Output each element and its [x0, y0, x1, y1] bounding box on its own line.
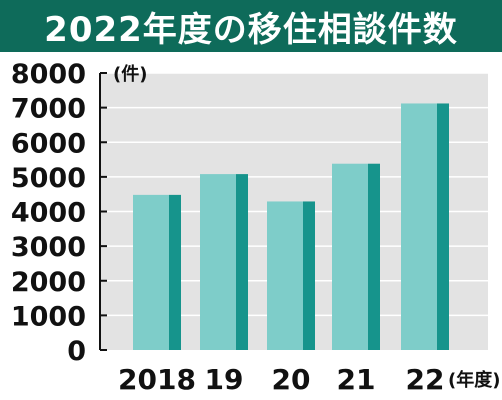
y-tick-label: 1000	[11, 301, 86, 332]
bar-side	[169, 194, 181, 350]
bar-side	[303, 201, 315, 350]
x-axis-unit-label: (年度)	[448, 369, 500, 391]
bar	[133, 194, 169, 350]
bar	[332, 163, 368, 350]
y-tick-label: 0	[67, 336, 86, 367]
y-tick-label: 7000	[11, 94, 86, 125]
x-tick-label: 21	[337, 363, 376, 396]
x-tick-label: 20	[272, 363, 311, 396]
y-axis-unit-label: (件)	[113, 63, 147, 85]
chart-title: 2022年度の移住相談件数	[44, 9, 458, 50]
title-bar: 2022年度の移住相談件数	[0, 0, 502, 52]
bar-side	[368, 163, 380, 350]
bar	[401, 103, 437, 350]
y-tick-label: 3000	[11, 232, 86, 263]
x-tick-label: 2018	[118, 363, 196, 396]
bar	[267, 201, 303, 350]
bar-side	[236, 174, 248, 350]
x-tick-label: 19	[205, 363, 244, 396]
y-tick-label: 8000	[11, 59, 86, 90]
y-tick-label: 2000	[11, 267, 86, 298]
bar	[200, 174, 236, 350]
bars	[133, 103, 449, 350]
y-tick-label: 4000	[11, 198, 86, 229]
x-labels: 2018 19 20 21 22	[118, 363, 444, 396]
y-tick-label: 5000	[11, 163, 86, 194]
x-tick-label: 22	[406, 363, 445, 396]
bar-side	[437, 103, 449, 350]
y-tick-label: 6000	[11, 128, 86, 159]
